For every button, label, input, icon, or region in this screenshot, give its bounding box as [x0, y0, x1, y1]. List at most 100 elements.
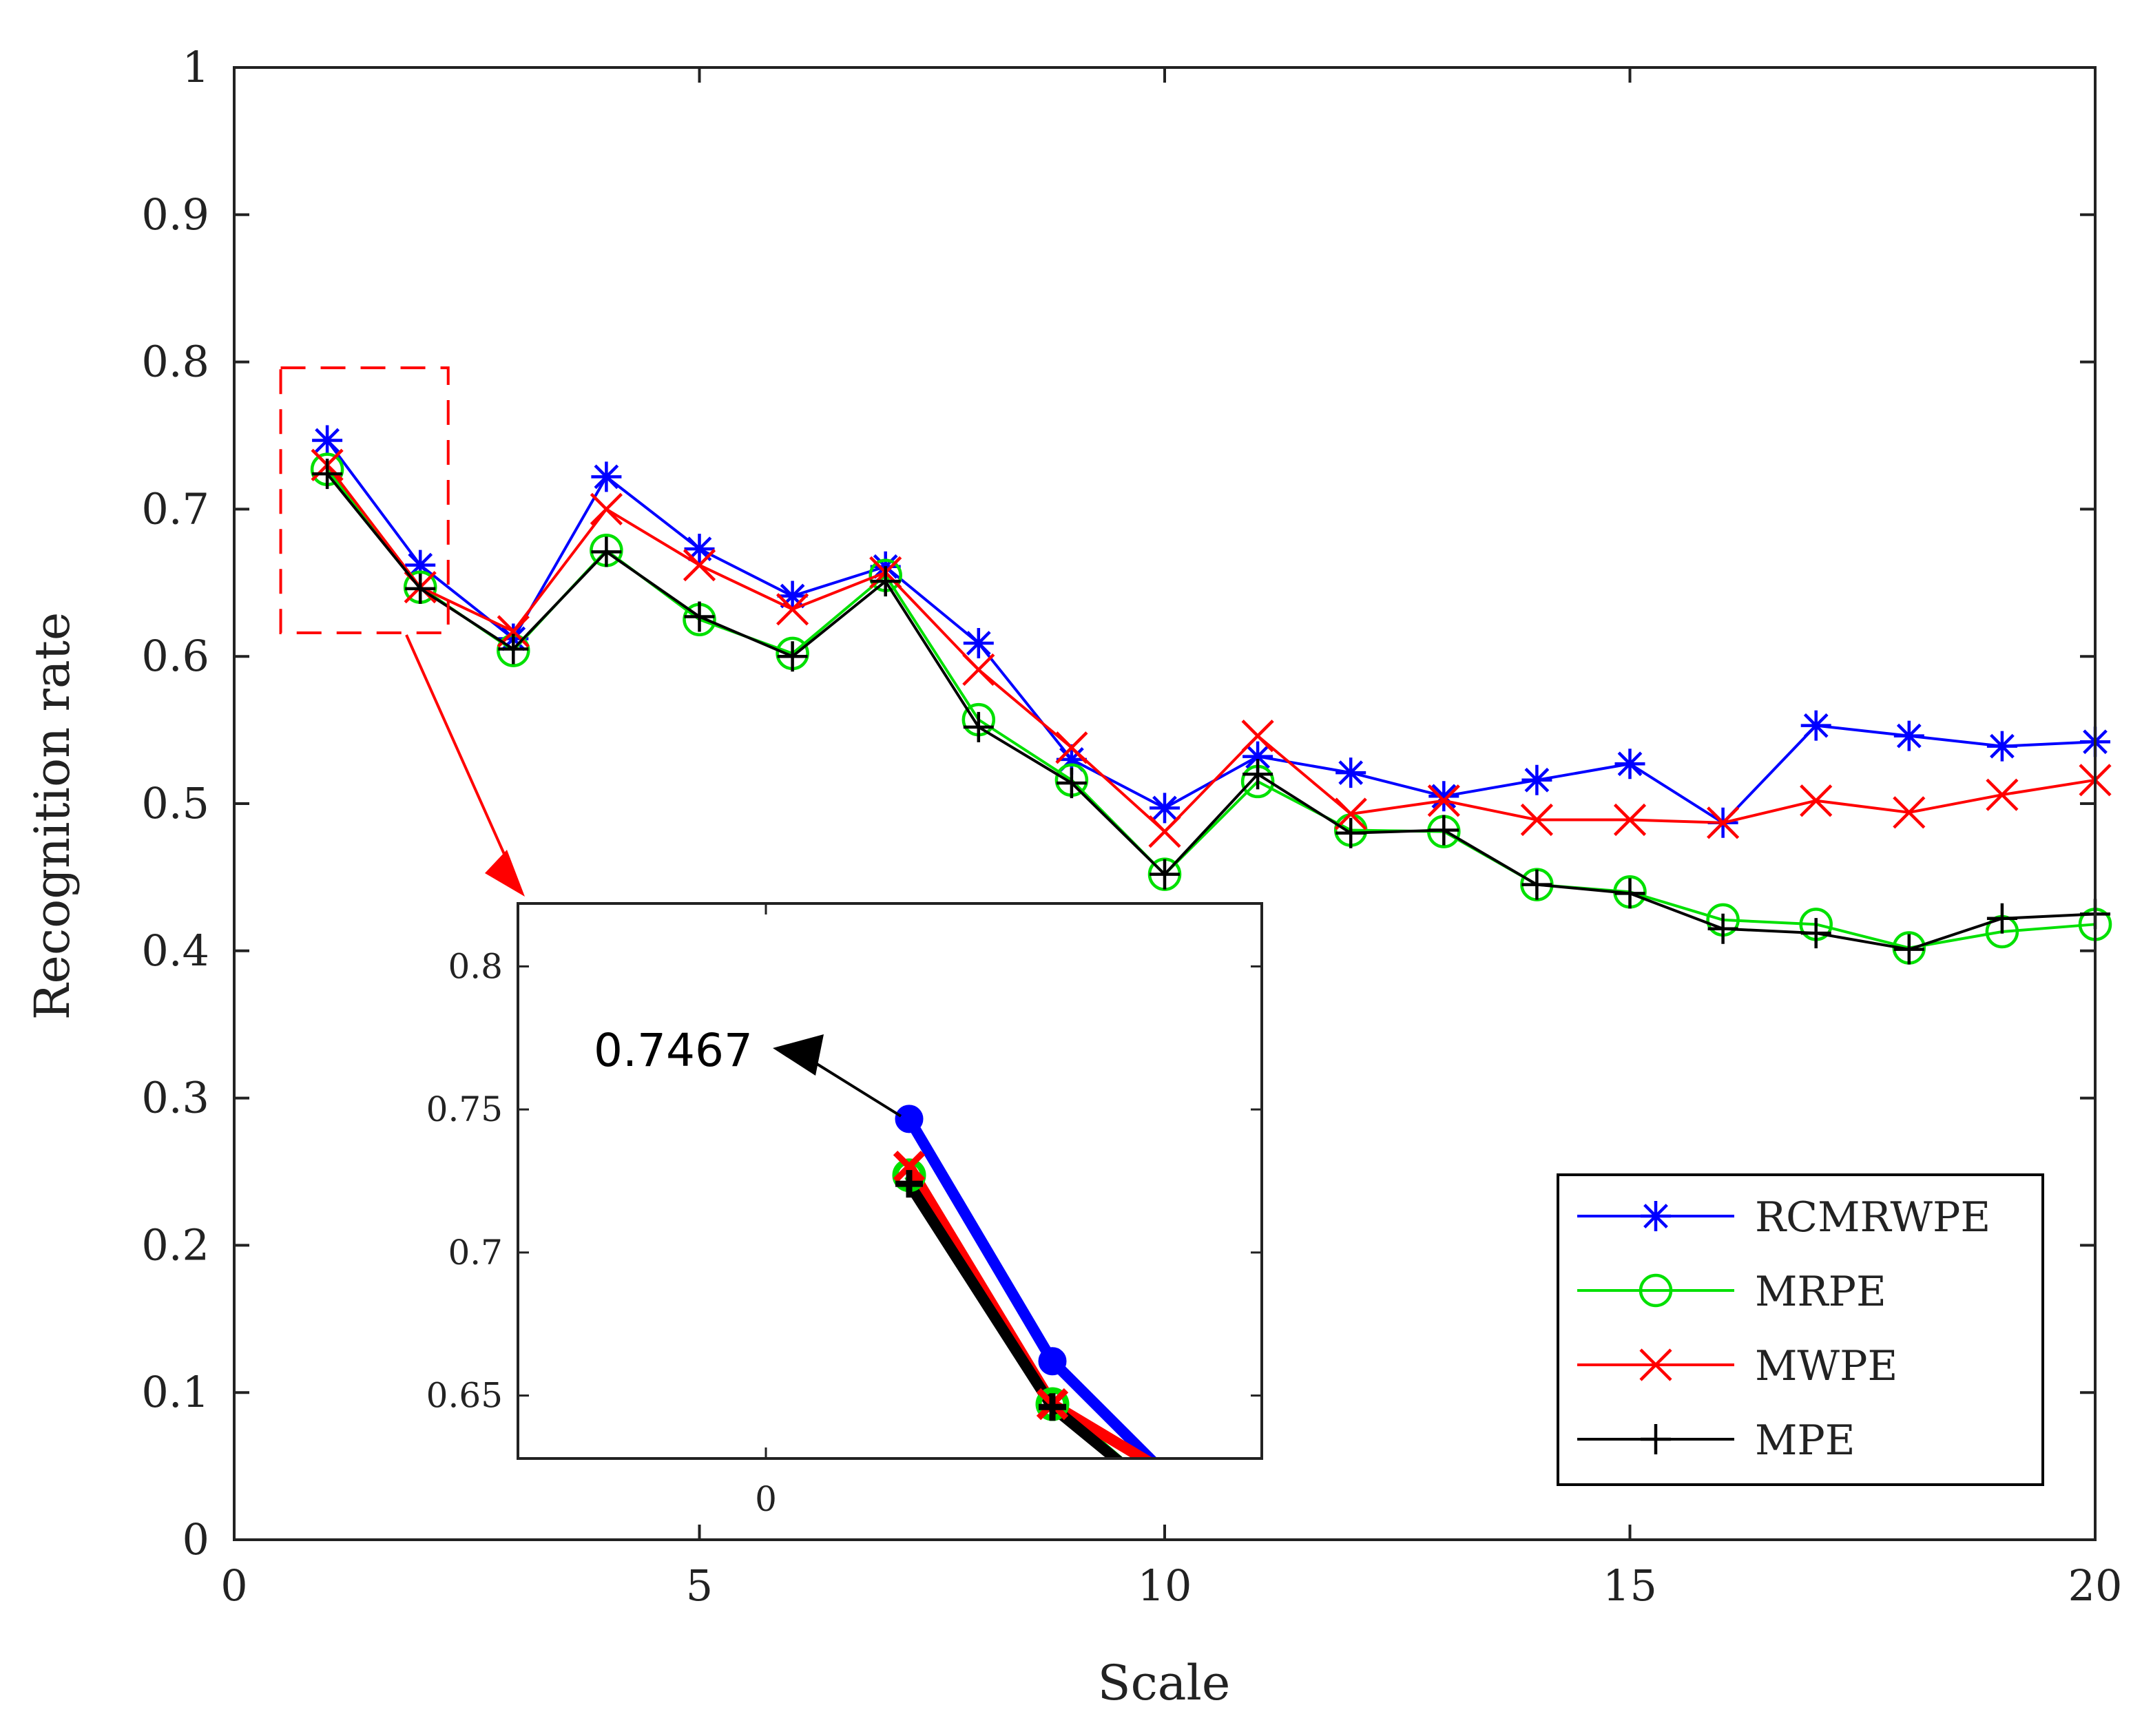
data-point-rcmrwpe	[591, 461, 622, 492]
inset-point-mpe	[895, 1170, 923, 1198]
inset-y-tick-label: 0.7	[448, 1233, 503, 1273]
data-point-mpe	[1521, 869, 1552, 900]
data-point-mpe	[1242, 759, 1273, 790]
data-point-mwpe	[962, 653, 995, 687]
y-tick-label: 0.7	[141, 483, 209, 534]
y-tick-label: 0.6	[141, 631, 209, 681]
data-point-mwpe	[1241, 720, 1274, 753]
legend-item-mrpe: MRPE	[1577, 1268, 1886, 1316]
callout-arrow-head	[773, 1034, 824, 1076]
data-point-mpe	[591, 536, 622, 567]
legend: RCMRWPE MRPE MWPE MPE	[1557, 1173, 2044, 1486]
data-point-mpe	[684, 601, 715, 632]
data-point-mpe	[1986, 903, 2017, 934]
data-point-mwpe	[1986, 778, 2019, 811]
data-point-rcmrwpe	[777, 581, 808, 611]
inset-x-tick-label: 0	[755, 1479, 777, 1519]
inset-zoom-plot: 0.8 0.75 0.7 0.65 0 0.7467	[426, 902, 1263, 1519]
data-point-mpe	[1614, 878, 1645, 909]
zoom-arrow-line	[405, 634, 517, 879]
inset-frame	[517, 902, 1263, 1460]
legend-label-mrpe: MRPE	[1755, 1268, 1886, 1316]
data-point-mpe	[963, 711, 994, 742]
data-point-rcmrwpe	[312, 425, 343, 456]
legend-marker-mwpe	[1639, 1348, 1672, 1381]
y-tick-label: 0.1	[141, 1367, 209, 1417]
data-point-mwpe	[1707, 806, 1740, 839]
main-axis-ticks: 0 5 10 15 20 0 0.1 0.2 0.3 0.4 0.5 0.6 0.7 0.8 0.9 1	[141, 42, 2122, 1611]
legend-label-rcmrwpe: RCMRWPE	[1755, 1193, 1990, 1242]
data-point-rcmrwpe	[1150, 793, 1180, 824]
data-point-rcmrwpe	[1521, 764, 1552, 795]
callout-value-label: 0.7467	[594, 1024, 753, 1077]
legend-marker-rcmrwpe	[1641, 1201, 1671, 1231]
legend-item-mwpe: MWPE	[1577, 1342, 1897, 1390]
data-point-mwpe	[590, 492, 623, 525]
data-point-mpe	[870, 566, 901, 597]
y-tick-label: 0.8	[141, 337, 209, 387]
data-point-mpe	[777, 641, 808, 672]
data-point-mwpe	[1427, 784, 1460, 817]
inset-point-rcmrwpe	[1038, 1347, 1067, 1376]
legend-item-mpe: MPE	[1577, 1416, 1855, 1465]
data-point-mpe	[405, 573, 436, 604]
data-point-mpe	[498, 634, 529, 665]
data-point-mwpe	[1334, 797, 1367, 830]
legend-marker-mrpe	[1639, 1273, 1673, 1308]
y-tick-label: 0.9	[141, 189, 209, 240]
zoom-arrow-head	[485, 850, 525, 897]
inset-series-group	[892, 1105, 1158, 1458]
legend-label-mpe: MPE	[1755, 1416, 1855, 1465]
data-point-rcmrwpe	[1242, 741, 1273, 772]
inset-point-mpe	[1039, 1393, 1066, 1421]
data-point-mpe	[1800, 918, 1831, 949]
y-tick-label: 0.2	[141, 1220, 209, 1270]
data-point-mpe	[1056, 768, 1087, 799]
data-point-rcmrwpe	[963, 627, 994, 658]
data-point-rcmrwpe	[1428, 781, 1459, 812]
x-tick-label: 0	[220, 1560, 247, 1611]
legend-marker-mpe	[1641, 1424, 1671, 1454]
x-tick-label: 20	[2068, 1560, 2123, 1611]
data-point-mwpe	[1613, 803, 1647, 837]
x-tick-label: 5	[686, 1560, 713, 1611]
main-series-group	[310, 425, 2112, 965]
inset-point-rcmrwpe	[895, 1105, 924, 1133]
legend-box	[1557, 1173, 2044, 1486]
data-point-mpe	[312, 459, 343, 490]
y-tick-label: 0	[183, 1514, 209, 1565]
y-tick-label: 0.4	[141, 925, 209, 976]
y-tick-label: 0.5	[141, 778, 209, 828]
legend-item-rcmrwpe: RCMRWPE	[1577, 1193, 1990, 1242]
legend-label-mwpe: MWPE	[1755, 1342, 1897, 1390]
y-tick-label: 1	[183, 42, 209, 92]
data-point-mpe	[1893, 934, 1924, 965]
y-tick-label: 0.3	[141, 1073, 209, 1123]
zoom-indicator-group	[279, 366, 525, 897]
data-point-rcmrwpe	[1893, 720, 1924, 751]
inset-y-tick-label: 0.65	[426, 1376, 503, 1416]
data-point-rcmrwpe	[1614, 749, 1645, 780]
data-point-rcmrwpe	[405, 550, 436, 581]
x-tick-label: 10	[1138, 1560, 1192, 1611]
inset-point-mwpe	[893, 1151, 926, 1183]
inset-y-tick-label: 0.75	[426, 1089, 503, 1129]
data-point-rcmrwpe	[1986, 731, 2017, 762]
data-point-mwpe	[1893, 796, 1926, 829]
data-point-mwpe	[683, 549, 716, 582]
data-point-mpe	[1150, 859, 1180, 890]
data-point-rcmrwpe	[1335, 757, 1366, 788]
data-point-mpe	[1335, 817, 1366, 848]
data-point-rcmrwpe	[1800, 710, 1831, 741]
data-point-mwpe	[1520, 803, 1553, 837]
data-point-rcmrwpe	[684, 534, 715, 565]
inset-background	[518, 903, 1262, 1458]
x-axis-label: Scale	[1098, 1655, 1231, 1711]
zoom-region-box	[279, 366, 450, 634]
data-point-mwpe	[1055, 731, 1088, 764]
x-tick-label: 15	[1603, 1560, 1657, 1611]
series-line-mwpe	[326, 464, 2096, 833]
series-line-mpe	[326, 472, 2096, 951]
inset-y-tick-label: 0.8	[448, 946, 503, 986]
